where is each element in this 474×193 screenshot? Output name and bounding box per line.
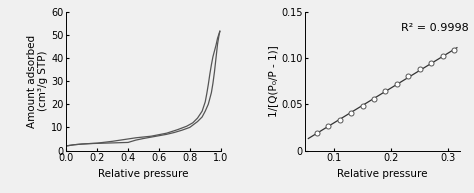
Point bbox=[382, 90, 389, 93]
X-axis label: Relative pressure: Relative pressure bbox=[337, 169, 428, 179]
Point bbox=[347, 112, 355, 115]
Point bbox=[359, 105, 366, 108]
Point bbox=[313, 131, 321, 135]
Point bbox=[405, 75, 412, 78]
Point bbox=[336, 119, 344, 122]
Point bbox=[416, 68, 424, 71]
Point bbox=[428, 61, 435, 64]
Y-axis label: Amount adsorbed
(cm³/g STP): Amount adsorbed (cm³/g STP) bbox=[27, 35, 48, 128]
Point bbox=[325, 125, 332, 128]
Point bbox=[439, 54, 447, 58]
X-axis label: Relative pressure: Relative pressure bbox=[98, 169, 189, 179]
Y-axis label: 1/[Q(P₀/P - 1)]: 1/[Q(P₀/P - 1)] bbox=[268, 45, 278, 117]
Text: R² = 0.9998: R² = 0.9998 bbox=[401, 23, 469, 33]
Point bbox=[370, 97, 378, 100]
Point bbox=[450, 49, 458, 52]
Point bbox=[393, 82, 401, 85]
